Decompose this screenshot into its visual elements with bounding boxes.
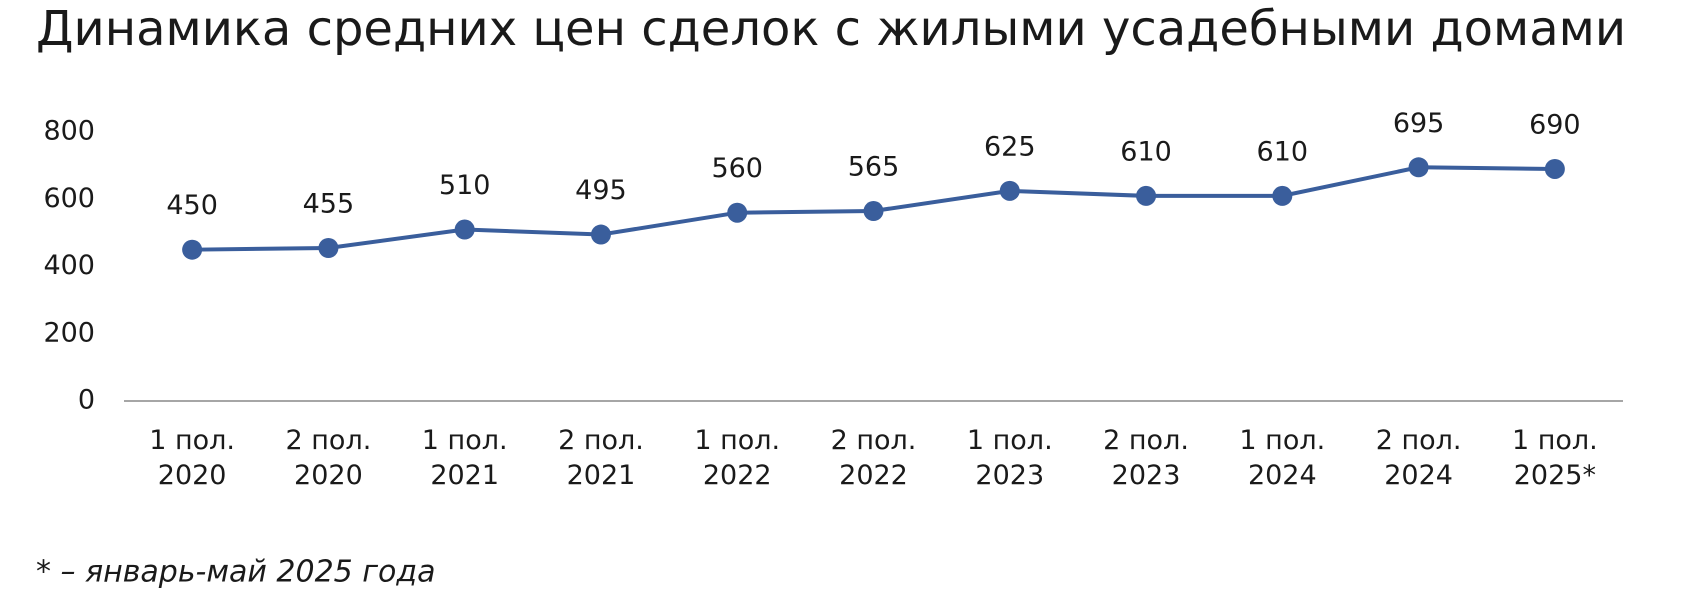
- x-tick-label-line: 2022: [703, 460, 772, 491]
- chart-title: Динамика средних цен сделок с жилыми уса…: [36, 1, 1626, 57]
- x-tick-label-line: 2021: [430, 460, 499, 491]
- point: [727, 202, 748, 223]
- y-tick-label: 400: [43, 250, 95, 281]
- data-label: 695: [1393, 108, 1445, 139]
- x-tick-label-line: 2 пол.: [286, 425, 372, 456]
- x-tick-label-line: 2023: [975, 460, 1044, 491]
- x-tick-label: 1 пол. 2022: [694, 425, 780, 491]
- x-tick-label: 2 пол. 2022: [831, 425, 917, 491]
- data-label: 495: [575, 175, 627, 206]
- x-tick-label: 2 пол. 2020: [286, 425, 372, 491]
- x-tick-label-line: 1 пол.: [1239, 425, 1325, 456]
- x-tick-label-line: 1 пол.: [1512, 425, 1598, 456]
- point: [1136, 185, 1157, 206]
- point: [863, 201, 884, 222]
- x-tick-label-line: 2 пол.: [831, 425, 917, 456]
- x-tick-label-line: 1 пол.: [422, 425, 508, 456]
- data-label: 610: [1120, 136, 1172, 167]
- x-tick-label: 1 пол. 2025*: [1512, 425, 1598, 491]
- x-tick-label: 1 пол. 2021: [422, 425, 508, 491]
- x-tick-label-line: 2021: [567, 460, 636, 491]
- data-label: 560: [711, 153, 763, 184]
- x-tick-label: 2 пол. 2023: [1103, 425, 1189, 491]
- point: [318, 238, 339, 259]
- point: [182, 239, 203, 260]
- y-tick-label: 0: [78, 385, 95, 416]
- x-tick-label: 1 пол. 2023: [967, 425, 1053, 491]
- point: [454, 219, 475, 240]
- x-tick-label-line: 2 пол.: [1376, 425, 1462, 456]
- x-tick-label-line: 2024: [1384, 460, 1453, 491]
- x-tick-label: 1 пол. 2020: [149, 425, 235, 491]
- x-tick-label-line: 2025*: [1514, 460, 1596, 491]
- x-tick-label-line: 1 пол.: [967, 425, 1053, 456]
- data-label: 610: [1257, 136, 1309, 167]
- y-tick-label: 600: [43, 183, 95, 214]
- data-label: 565: [848, 152, 900, 183]
- x-tick-label-line: 1 пол.: [149, 425, 235, 456]
- point: [999, 180, 1020, 201]
- x-tick-label-line: 2 пол.: [558, 425, 644, 456]
- x-tick-label-line: 2 пол.: [1103, 425, 1189, 456]
- x-tick-label-line: 2024: [1248, 460, 1317, 491]
- y-tick-label: 200: [43, 317, 95, 348]
- data-label: 625: [984, 131, 1036, 162]
- point: [1408, 157, 1429, 178]
- x-tick-label: 2 пол. 2024: [1376, 425, 1462, 491]
- x-tick-label-line: 1 пол.: [694, 425, 780, 456]
- x-tick-label-line: 2020: [158, 460, 227, 491]
- x-tick-label: 1 пол. 2024: [1239, 425, 1325, 491]
- x-tick-label-line: 2023: [1112, 460, 1181, 491]
- x-tick-label-line: 2020: [294, 460, 363, 491]
- data-label: 690: [1529, 109, 1581, 140]
- point: [1272, 185, 1293, 206]
- footnote: * – январь-май 2025 года: [36, 555, 436, 590]
- y-tick-label: 800: [43, 116, 95, 147]
- x-tick-label: 2 пол. 2021: [558, 425, 644, 491]
- data-label: 450: [166, 190, 218, 221]
- data-label: 455: [303, 189, 355, 220]
- x-tick-label-line: 2022: [839, 460, 908, 491]
- point: [1544, 158, 1565, 179]
- data-label: 510: [439, 170, 491, 201]
- point: [590, 224, 611, 245]
